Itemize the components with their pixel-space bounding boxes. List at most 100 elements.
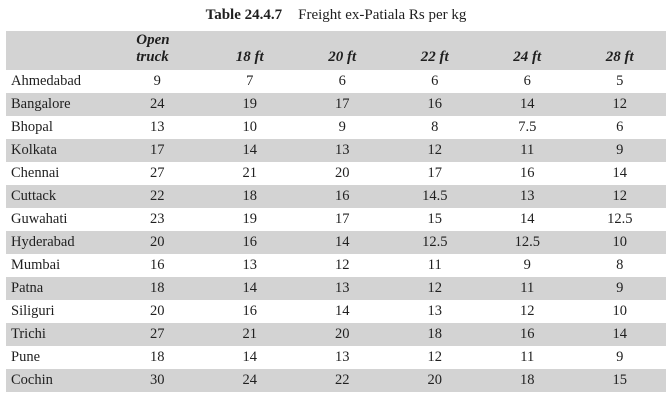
row-city-label: Patna (11, 280, 44, 296)
freight-value-cell: 13 (427, 303, 443, 319)
freight-value-cell: 6 (616, 119, 624, 135)
freight-value-cell: 17 (150, 142, 165, 158)
freight-value-cell: 22 (335, 372, 350, 388)
row-city-label: Bangalore (11, 96, 71, 112)
freight-value-cell: 16 (427, 96, 443, 112)
row-city-label: Kolkata (11, 142, 57, 158)
freight-table-body: Ahmedabad 9 7 6 6 6 5 Bangalore 24 19 17 16 14 12 Bhop… (6, 70, 666, 392)
freight-value-cell: 8 (431, 119, 439, 135)
freight-value-cell: 14 (335, 234, 350, 250)
table-row: Ahmedabad 9 7 6 6 6 5 (6, 70, 666, 93)
freight-value-cell: 11 (427, 257, 442, 273)
freight-value-cell: 16 (150, 257, 165, 273)
freight-value-cell: 20 (427, 372, 443, 388)
freight-value-cell: 20 (150, 303, 165, 319)
freight-value-cell: 18 (150, 349, 165, 365)
row-city-label: Mumbai (11, 257, 61, 273)
freight-value-cell: 20 (335, 165, 350, 181)
column-header-28ft: 28 ft (605, 49, 634, 65)
row-city-label: Siliguri (11, 303, 55, 319)
freight-value-cell: 14 (242, 280, 258, 296)
table-caption: Freight ex-Patiala Rs per kg (298, 7, 467, 23)
table-row: Mumbai 16 13 12 11 9 8 (6, 254, 666, 277)
freight-value-cell: 10 (612, 234, 628, 250)
freight-value-cell: 14 (520, 211, 535, 227)
freight-value-cell: 13 (335, 349, 350, 365)
freight-table: Open truck 18 ft 20 ft 22 ft 24 ft 28 ft… (6, 31, 666, 392)
freight-value-cell: 14 (612, 165, 628, 181)
table-row: Trichi 27 21 20 18 16 14 (6, 323, 666, 346)
freight-value-cell: 12.5 (422, 234, 448, 250)
table-row: Patna 18 14 13 12 11 9 (6, 277, 666, 300)
freight-value-cell: 12.5 (514, 234, 540, 250)
freight-value-cell: 14 (242, 349, 258, 365)
freight-value-cell: 27 (150, 326, 165, 342)
row-city-label: Cochin (11, 372, 53, 388)
freight-value-cell: 10 (242, 119, 258, 135)
freight-value-cell: 6 (431, 73, 439, 89)
freight-value-cell: 12 (427, 142, 443, 158)
freight-value-cell: 14 (520, 96, 535, 112)
freight-value-cell: 16 (242, 303, 258, 319)
freight-value-cell: 14 (335, 303, 350, 319)
freight-value-cell: 18 (242, 188, 258, 204)
freight-value-cell: 9 (616, 280, 624, 296)
freight-value-cell: 20 (335, 326, 350, 342)
freight-value-cell: 9 (616, 142, 624, 158)
freight-value-cell: 18 (520, 372, 535, 388)
freight-value-cell: 12 (335, 257, 350, 273)
freight-value-cell: 14.5 (422, 188, 448, 204)
column-header-22ft: 22 ft (420, 49, 449, 65)
table-row: Bangalore 24 19 17 16 14 12 (6, 93, 666, 116)
row-city-label: Guwahati (11, 211, 68, 227)
freight-value-cell: 11 (520, 142, 535, 158)
freight-value-cell: 9 (338, 119, 346, 135)
table-number-label: Table 24.4.7 (205, 7, 283, 23)
freight-value-cell: 6 (338, 73, 346, 89)
freight-value-cell: 16 (335, 188, 350, 204)
table-row: Kolkata 17 14 13 12 11 9 (6, 139, 666, 162)
freight-value-cell: 18 (427, 326, 443, 342)
freight-table-header: Open truck 18 ft 20 ft 22 ft 24 ft 28 ft (6, 31, 666, 70)
row-city-label: Trichi (11, 326, 46, 342)
column-header-24ft: 24 ft (513, 49, 542, 65)
freight-value-cell: 16 (520, 165, 535, 181)
freight-value-cell: 11 (520, 280, 535, 296)
freight-value-cell: 9 (523, 257, 531, 273)
table-row: Guwahati 23 19 17 15 14 12.5 (6, 208, 666, 231)
table-row: Chennai 27 21 20 17 16 14 (6, 162, 666, 185)
freight-value-cell: 10 (612, 303, 628, 319)
freight-value-cell: 11 (520, 349, 535, 365)
freight-value-cell: 9 (153, 73, 161, 89)
freight-value-cell: 12 (427, 280, 443, 296)
freight-value-cell: 17 (427, 165, 443, 181)
freight-value-cell: 13 (242, 257, 258, 273)
freight-value-cell: 7.5 (518, 119, 537, 135)
freight-value-cell: 22 (150, 188, 165, 204)
freight-value-cell: 15 (612, 372, 628, 388)
row-city-label: Chennai (11, 165, 60, 181)
freight-value-cell: 17 (335, 211, 350, 227)
freight-value-cell: 16 (520, 326, 535, 342)
freight-value-cell: 27 (150, 165, 165, 181)
freight-value-cell: 8 (616, 257, 624, 273)
freight-value-cell: 12 (520, 303, 535, 319)
freight-value-cell: 14 (612, 326, 628, 342)
header-row: Open truck 18 ft 20 ft 22 ft 24 ft 28 ft (6, 31, 666, 70)
freight-value-cell: 7 (246, 73, 254, 89)
row-city-label: Ahmedabad (11, 73, 82, 89)
table-row: Hyderabad 20 16 14 12.5 12.5 10 (6, 231, 666, 254)
freight-value-cell: 6 (523, 73, 531, 89)
freight-value-cell: 12 (427, 349, 443, 365)
corner-header-cell (6, 31, 111, 70)
column-header-open-truck: Open truck (136, 32, 170, 65)
freight-value-cell: 12.5 (607, 211, 633, 227)
freight-value-cell: 13 (335, 142, 350, 158)
freight-value-cell: 13 (150, 119, 165, 135)
table-row: Pune 18 14 13 12 11 9 (6, 346, 666, 369)
freight-value-cell: 19 (242, 211, 258, 227)
table-row: Cochin 30 24 22 20 18 15 (6, 369, 666, 392)
freight-value-cell: 16 (242, 234, 258, 250)
freight-value-cell: 24 (242, 372, 258, 388)
table-row: Cuttack 22 18 16 14.5 13 12 (6, 185, 666, 208)
